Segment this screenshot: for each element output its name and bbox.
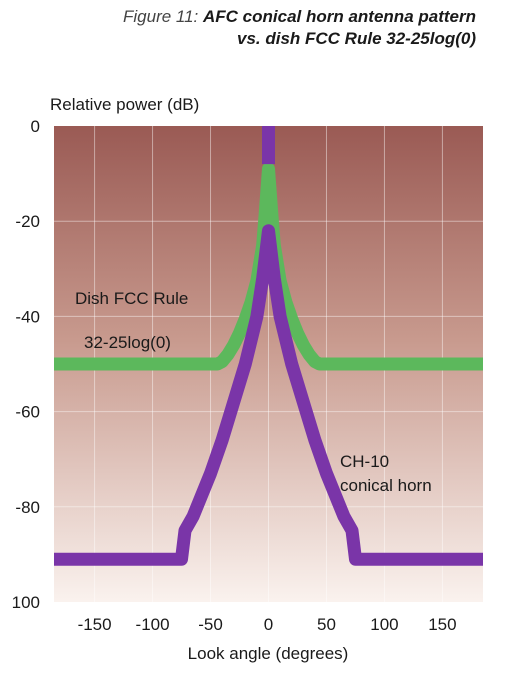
y-tick-label: 0	[31, 117, 40, 136]
horn-label-line2: conical horn	[340, 476, 432, 495]
y-tick-label: -80	[15, 498, 40, 517]
figure-title-line1: AFC conical horn antenna pattern	[203, 7, 476, 26]
horn-label-line1: CH-10	[340, 452, 389, 471]
y-tick-label: -60	[15, 403, 40, 422]
dish-label-line1: Dish FCC Rule	[75, 289, 188, 308]
y-axis-label: Relative power (dB)	[50, 95, 199, 114]
x-tick-label: 0	[264, 615, 273, 634]
y-tick-label: -40	[15, 307, 40, 326]
y-tick-label: 100	[12, 593, 40, 612]
series-labels: Dish FCC Rule 32-25log(0) CH-10 conical hor…	[75, 289, 432, 495]
x-tick-label: 50	[317, 615, 336, 634]
x-tick-label: -50	[198, 615, 223, 634]
x-axis-label: Look angle (degrees)	[188, 644, 349, 663]
dish-label-line2: 32-25log(0)	[84, 333, 171, 352]
x-tick-label: -150	[78, 615, 112, 634]
dish-fcc-rule-line	[54, 162, 483, 371]
x-tick-label: -100	[136, 615, 170, 634]
x-tick-label: 100	[370, 615, 398, 634]
figure-title: Figure 11: AFC conical horn antenna patt…	[0, 6, 476, 50]
y-tick-label: -20	[15, 212, 40, 231]
ch10-horn-line	[54, 224, 483, 566]
figure-title-line2: vs. dish FCC Rule 32-25log(0)	[237, 29, 476, 48]
x-tick-label: 150	[428, 615, 456, 634]
tick-labels: -150 -100 -50 0 50 100 150 0 -20 -40 -60 -80 100	[12, 117, 457, 634]
figure-number: Figure 11:	[123, 7, 199, 26]
series-group	[54, 126, 483, 566]
